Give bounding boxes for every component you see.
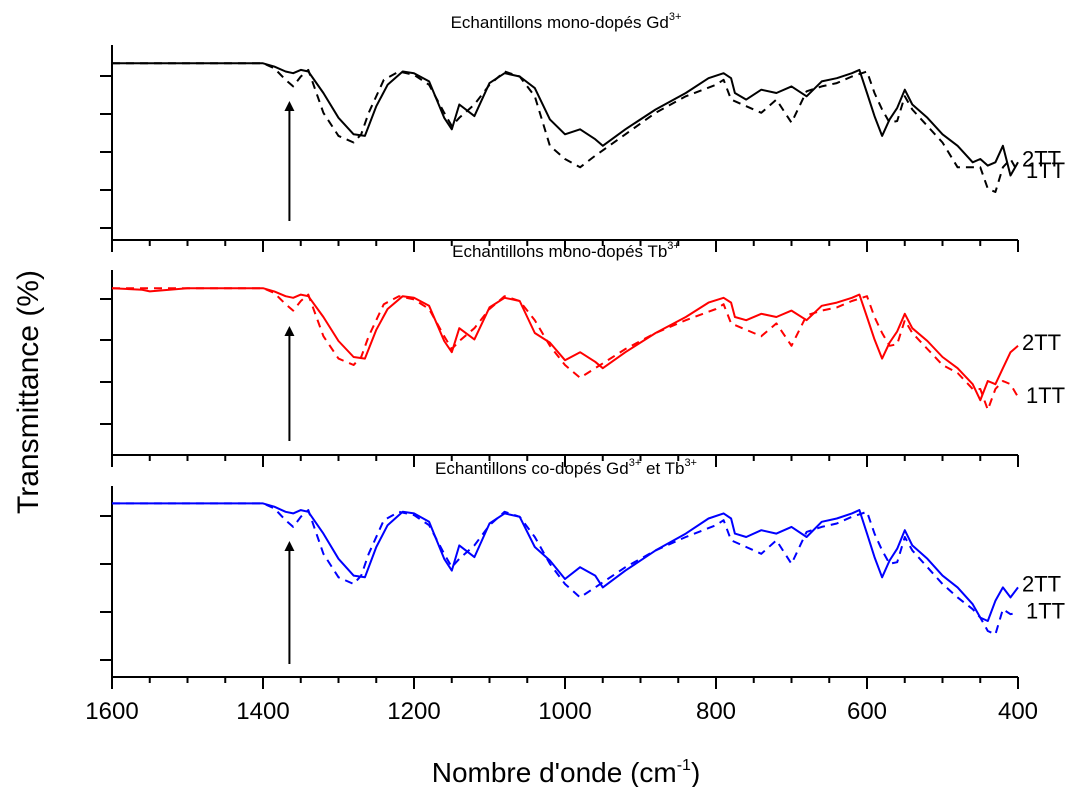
series-end-label: 1TT xyxy=(1026,158,1065,183)
y-axis-label: Transmittance (%) xyxy=(12,270,45,514)
title-superscript: 3+ xyxy=(667,240,680,252)
title-text: Echantillons co-dopés Gd xyxy=(435,459,629,478)
series-2TT-line xyxy=(112,502,1019,622)
x-tick-label: 1600 xyxy=(85,698,138,725)
x-axis-label-main: Nombre d'onde (cm xyxy=(432,757,677,787)
x-tick-label: 600 xyxy=(847,698,887,725)
x-tick-label: 400 xyxy=(998,698,1038,725)
series-end-label: 1TT xyxy=(1026,383,1065,408)
series-2TT-line xyxy=(111,287,1019,402)
panel-title: Echantillons mono-dopés Tb3+ xyxy=(452,240,680,261)
series-end-label: 1TT xyxy=(1026,599,1065,624)
panel-title: Echantillons co-dopés Gd3+ et Tb3+ xyxy=(435,457,697,478)
x-tick-label: 800 xyxy=(696,698,736,725)
title-superscript: 3+ xyxy=(629,457,642,469)
series-2TT-line xyxy=(112,62,1019,177)
x-axis-label-superscript: -1 xyxy=(677,757,691,774)
title-text: Echantillons mono-dopés Tb xyxy=(452,242,667,261)
series-end-label: 2TT xyxy=(1022,146,1061,171)
title-text: et Tb xyxy=(641,459,684,478)
series-end-label: 2TT xyxy=(1022,571,1061,596)
title-superscript: 3+ xyxy=(684,457,697,469)
x-axis-label: Nombre d'onde (cm-1) xyxy=(432,757,701,787)
series-1TT-line xyxy=(112,62,1019,193)
title-text: Echantillons mono-dopés Gd xyxy=(451,13,669,32)
x-tick-label: 1000 xyxy=(538,698,591,725)
x-axis-label-end: ) xyxy=(691,757,700,787)
title-superscript: 3+ xyxy=(669,11,682,23)
panel-title: Echantillons mono-dopés Gd3+ xyxy=(451,11,682,32)
series-end-label: 2TT xyxy=(1022,330,1061,355)
x-tick-label: 1200 xyxy=(387,698,440,725)
series-1TT-line xyxy=(112,287,1019,411)
x-tick-label: 1400 xyxy=(236,698,289,725)
series-1TT-line xyxy=(112,502,1019,636)
